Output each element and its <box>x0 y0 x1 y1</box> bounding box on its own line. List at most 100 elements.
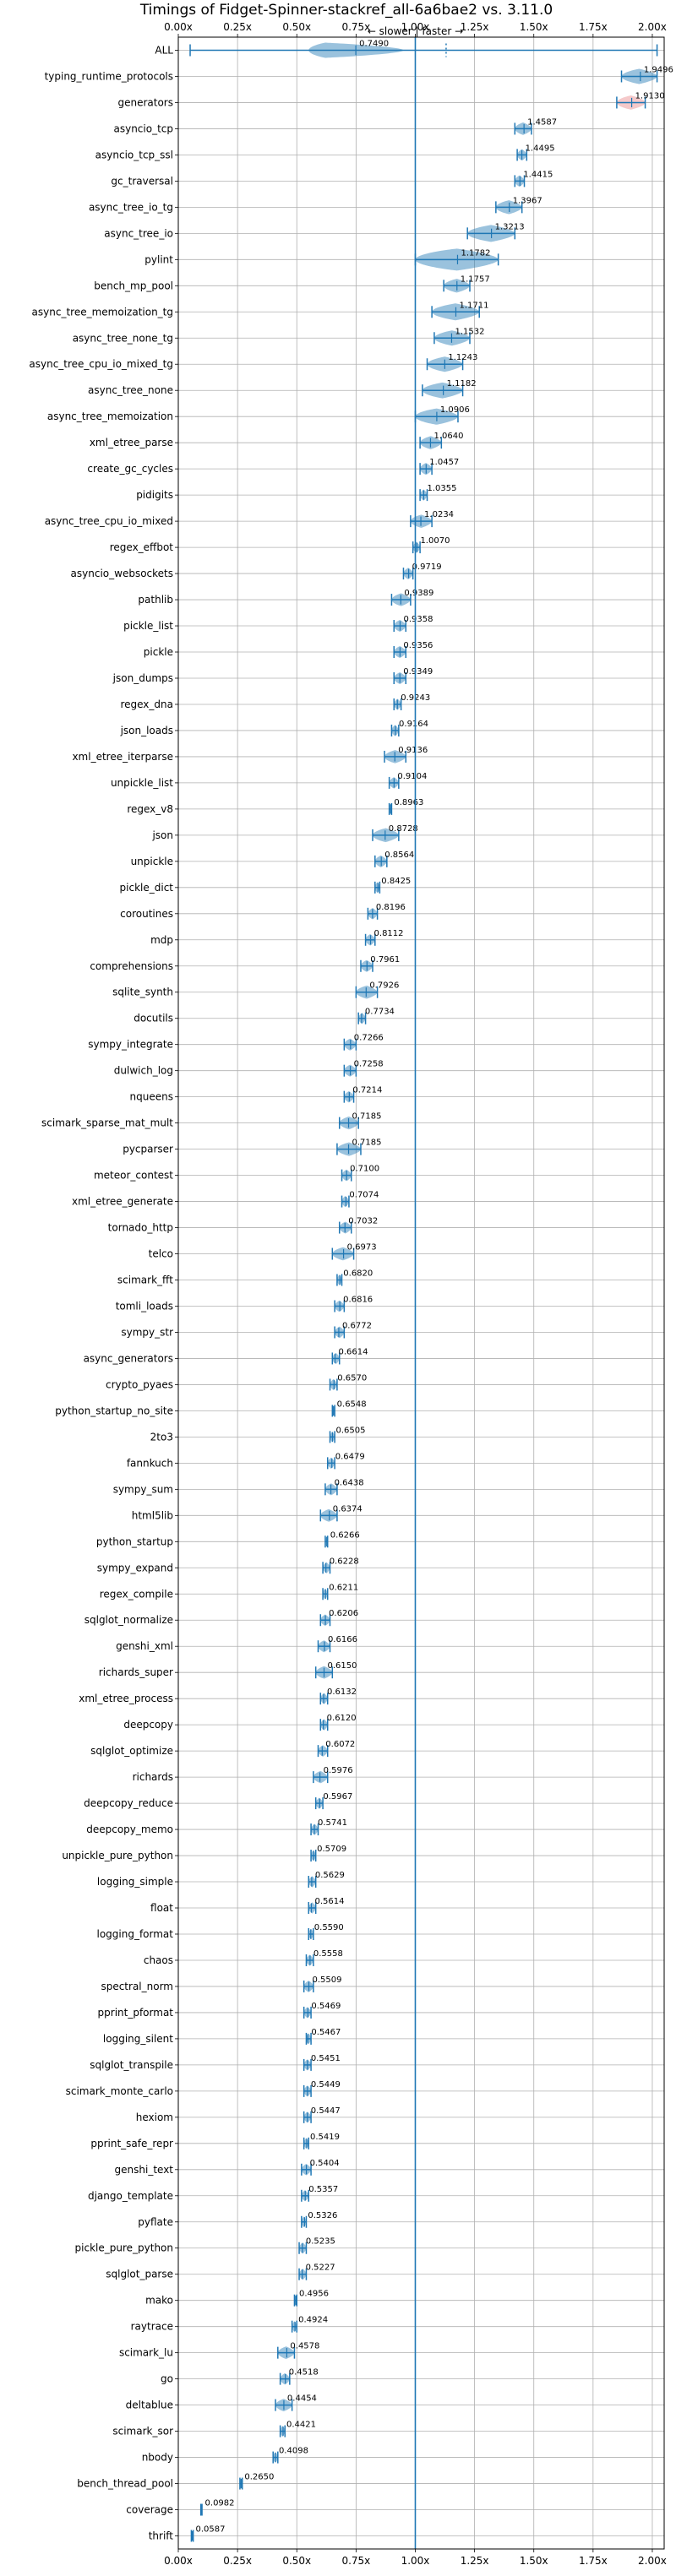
category-label: richards <box>133 1771 173 1783</box>
value-label: 0.4518 <box>289 2368 319 2378</box>
value-label: 0.8112 <box>374 929 404 938</box>
category-label: json <box>151 829 173 841</box>
x-tick-label-bottom: 1.00x <box>401 2555 430 2567</box>
category-label: go <box>161 2373 173 2385</box>
category-label: telco <box>149 1248 173 1260</box>
value-label: 1.0234 <box>424 510 454 519</box>
category-label: crypto_pyaes <box>106 1378 173 1390</box>
value-label: 0.9358 <box>403 615 433 624</box>
category-label: pyflate <box>138 2216 173 2228</box>
category-label: thrift <box>149 2530 174 2542</box>
value-label: 1.4495 <box>526 144 555 153</box>
value-label: 0.7185 <box>352 1112 382 1122</box>
value-label: 0.6614 <box>339 1347 368 1356</box>
value-label: 0.5709 <box>317 1845 346 1854</box>
value-label: 0.6374 <box>333 1504 363 1514</box>
category-label: genshi_text <box>115 2164 174 2176</box>
x-tick-label-top: 0.00x <box>164 21 193 33</box>
value-label: 0.7734 <box>365 1008 395 1017</box>
value-label: 0.5227 <box>306 2264 335 2273</box>
category-label: chaos <box>144 1954 173 1966</box>
x-tick-label-top: 0.25x <box>223 21 252 33</box>
value-label: 0.6548 <box>337 1399 367 1409</box>
axes-frame <box>177 36 665 2550</box>
value-label: 0.9719 <box>412 562 442 572</box>
value-label: 1.3967 <box>513 196 542 205</box>
category-label: deepcopy_memo <box>86 1823 173 1835</box>
value-label: 0.9389 <box>404 589 433 598</box>
value-label: 0.4924 <box>298 2316 328 2325</box>
category-label: django_template <box>88 2190 173 2202</box>
value-label: 0.9136 <box>398 746 428 755</box>
value-label: 0.7926 <box>369 981 399 991</box>
value-label: 0.8425 <box>381 877 411 886</box>
x-tick-label-bottom: 2.00x <box>638 2555 667 2567</box>
category-label: regex_dna <box>120 698 173 710</box>
category-label: async_tree_cpu_io_mixed_tg <box>29 358 173 370</box>
value-label: 0.5404 <box>310 2159 340 2168</box>
value-label: 1.4587 <box>527 117 557 127</box>
value-label: 1.0906 <box>440 405 470 415</box>
value-label: 0.4098 <box>279 2447 308 2456</box>
value-label: 0.6438 <box>335 1478 364 1487</box>
x-tick-label-top: 1.50x <box>520 21 548 33</box>
category-label: comprehensions <box>90 960 173 972</box>
value-label: 1.0457 <box>429 458 459 467</box>
category-label: pickle_pure_python <box>75 2242 173 2254</box>
value-label: 0.6266 <box>330 1530 360 1540</box>
value-label: 0.5741 <box>318 1818 347 1828</box>
category-label: tornado_http <box>108 1222 173 1234</box>
category-label: unpickle_pure_python <box>62 1850 173 1861</box>
value-label: 0.6479 <box>335 1452 365 1461</box>
category-label: python_startup_no_site <box>55 1405 173 1416</box>
category-label: json_dumps <box>112 672 173 684</box>
value-label: 0.8963 <box>394 798 423 807</box>
value-label: 0.6505 <box>335 1426 365 1435</box>
category-label: pickle_dict <box>120 882 174 894</box>
category-label: xml_etree_parse <box>90 437 173 448</box>
category-label: tomli_loads <box>116 1300 173 1312</box>
value-label: 0.6211 <box>329 1583 358 1592</box>
value-label: 0.6132 <box>327 1687 357 1697</box>
category-label: xml_etree_iterparse <box>72 751 173 763</box>
category-label: scimark_sor <box>112 2426 173 2437</box>
category-label: sympy_str <box>121 1326 173 1338</box>
value-label: 0.6772 <box>342 1321 372 1330</box>
category-label: pidigits <box>136 489 173 501</box>
value-label: 1.1182 <box>447 379 477 389</box>
value-label: 0.5469 <box>311 2002 341 2011</box>
category-label: docutils <box>134 1013 173 1024</box>
value-label: 0.4421 <box>286 2421 316 2430</box>
plot-area: 0.7490 ALL 1.9496 typing_runtime_protocols 1… <box>29 21 673 2567</box>
value-label: 0.6166 <box>328 1635 357 1644</box>
value-label: 0.8564 <box>384 851 414 860</box>
value-label: 1.1243 <box>448 353 477 362</box>
value-label: 0.5629 <box>315 1871 345 1880</box>
category-label: create_gc_cycles <box>87 463 173 475</box>
value-label: 1.4415 <box>523 170 553 179</box>
value-label: 0.7258 <box>354 1060 384 1069</box>
category-label: async_generators <box>84 1352 173 1364</box>
category-label: deepcopy <box>123 1719 173 1731</box>
plot-background <box>178 37 664 2549</box>
value-label: 0.4578 <box>290 2342 319 2351</box>
category-label: unpickle_list <box>111 777 173 789</box>
category-label: mako <box>145 2295 173 2307</box>
value-label: 0.5326 <box>308 2211 337 2220</box>
x-tick-label-bottom: 1.75x <box>579 2555 608 2567</box>
x-tick-label-top: 2.00x <box>638 21 667 33</box>
x-tick-label-bottom: 0.50x <box>282 2555 311 2567</box>
category-label: meteor_contest <box>94 1170 173 1182</box>
category-label: logging_simple <box>97 1876 173 1888</box>
value-label: 1.0070 <box>420 536 450 546</box>
category-label: async_tree_memoization_tg <box>32 306 173 318</box>
value-label: 0.9104 <box>397 772 427 781</box>
category-label: regex_compile <box>100 1588 173 1600</box>
value-label: 0.7490 <box>359 39 389 48</box>
value-label: 0.8728 <box>389 824 418 834</box>
category-label: gc_traversal <box>111 175 173 187</box>
category-label: spectral_norm <box>101 1981 173 1992</box>
value-label: 0.5509 <box>313 1975 342 1985</box>
x-tick-label-bottom: 1.50x <box>520 2555 548 2567</box>
value-label: 0.6072 <box>325 1740 355 1749</box>
